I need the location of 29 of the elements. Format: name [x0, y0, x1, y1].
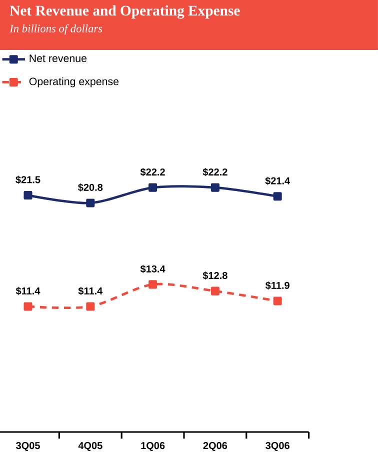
data-label: $21.5	[16, 176, 40, 184]
data-label: $22.2	[202, 168, 228, 176]
data-label: $11.9	[265, 281, 290, 290]
data-label: $11.4	[16, 286, 40, 296]
data-label: $11.4	[78, 286, 103, 296]
point	[24, 302, 32, 311]
point	[86, 302, 95, 311]
point	[24, 191, 32, 200]
x-tick-label: 3Q05	[16, 442, 40, 451]
point	[210, 183, 220, 192]
x-tick-label: 1Q06	[141, 442, 165, 451]
data-label: $22.2	[140, 168, 165, 176]
x-tick-label: 2Q06	[203, 442, 228, 451]
point	[148, 280, 158, 289]
point	[148, 183, 158, 192]
chart-title: Net Revenue and Operating Expense	[10, 5, 240, 19]
data-label: $13.4	[140, 264, 166, 274]
point	[86, 198, 95, 208]
point	[210, 286, 220, 296]
data-label: $12.8	[202, 272, 228, 280]
point	[273, 296, 282, 306]
x-tick-label: 3Q06	[266, 442, 290, 451]
chart-subtitle: In billions of dollars	[10, 24, 102, 35]
legend-label: Operating expense	[29, 77, 119, 88]
point	[273, 192, 282, 201]
x-tick-label: 4Q05	[78, 442, 102, 451]
legend-label: Net revenue	[30, 54, 87, 62]
data-label: $20.8	[78, 183, 103, 192]
data-label: $21.4	[265, 176, 290, 185]
